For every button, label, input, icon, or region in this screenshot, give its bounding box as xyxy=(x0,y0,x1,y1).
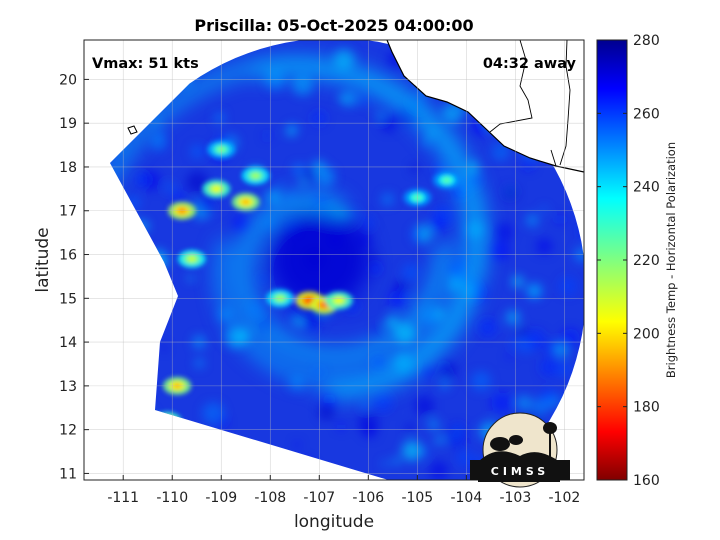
colorbar-tick-label: 280 xyxy=(633,33,660,49)
x-tick-label: -102 xyxy=(549,490,581,506)
x-tick-label: -103 xyxy=(499,490,531,506)
x-tick-label: -107 xyxy=(303,490,335,506)
x-tick-label: -108 xyxy=(254,490,286,506)
y-tick-label: 18 xyxy=(59,160,77,176)
warm-feature xyxy=(324,291,353,310)
colorbar-label: Brightness Temp - Horizontal Polarizatio… xyxy=(664,142,678,378)
y-tick-label: 15 xyxy=(59,291,77,307)
chart-title: Priscilla: 05-Oct-2025 04:00:00 xyxy=(194,16,473,35)
y-tick-label: 11 xyxy=(59,466,77,482)
y-tick-label: 20 xyxy=(59,72,77,88)
x-axis: -111 -110 -109 -108 -107 -106 -105 -104 -103 -102 xyxy=(107,475,580,506)
coastline xyxy=(127,40,584,173)
colorbar-tick-label: 180 xyxy=(633,400,660,416)
colorbar xyxy=(596,39,628,481)
y-axis: 11 12 13 14 15 16 17 18 19 20 xyxy=(59,72,89,482)
y-tick-label: 12 xyxy=(59,423,77,439)
colorbar-ticks: 160 180 200 220 240 260 280 xyxy=(597,33,660,489)
warm-feature xyxy=(241,166,270,185)
colorbar-tick-label: 240 xyxy=(633,180,660,196)
y-axis-label: latitude xyxy=(33,227,53,292)
colorbar-tick-label: 200 xyxy=(633,326,660,342)
x-tick-label: -110 xyxy=(156,490,188,506)
x-tick-label: -111 xyxy=(107,490,139,506)
y-tick-label: 17 xyxy=(59,204,77,220)
x-tick-label: -104 xyxy=(450,490,482,506)
cimss-logo: CIMSS xyxy=(470,412,570,488)
colorbar-tick-label: 160 xyxy=(633,473,660,489)
warm-feature xyxy=(432,171,461,190)
logo-text: CIMSS xyxy=(491,465,549,478)
axes-frame xyxy=(83,39,585,481)
colorbar-tick-label: 260 xyxy=(633,106,660,122)
x-axis-label: longitude xyxy=(294,512,374,532)
time-away-annotation: 04:32 away xyxy=(483,56,577,72)
y-tick-label: 13 xyxy=(59,379,77,395)
x-tick-label: -105 xyxy=(401,490,433,506)
vmax-annotation: Vmax: 51 kts xyxy=(92,56,199,72)
x-tick-label: -109 xyxy=(205,490,237,506)
x-tick-label: -106 xyxy=(352,490,384,506)
colorbar-tick-label: 220 xyxy=(633,253,660,269)
y-tick-label: 14 xyxy=(59,335,77,351)
warm-feature xyxy=(202,179,231,198)
warm-feature xyxy=(231,192,260,211)
y-tick-label: 16 xyxy=(59,248,77,264)
grid-lines xyxy=(84,40,584,480)
warm-feature xyxy=(177,249,206,268)
y-tick-label: 19 xyxy=(59,116,77,132)
